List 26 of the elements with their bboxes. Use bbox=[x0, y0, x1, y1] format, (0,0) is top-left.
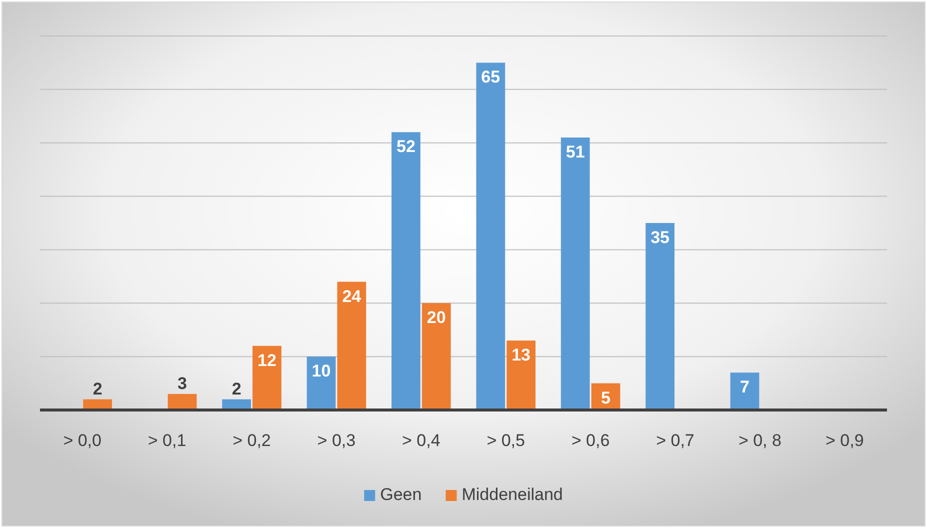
data-label: 12 bbox=[257, 350, 276, 370]
data-label: 7 bbox=[740, 378, 750, 397]
data-label: 65 bbox=[481, 68, 500, 87]
data-label: 2 bbox=[92, 379, 102, 398]
x-tick-label: > 0,7 bbox=[656, 431, 694, 450]
legend-label: Middeneiland bbox=[462, 485, 563, 504]
x-tick-label: > 0,2 bbox=[232, 431, 271, 450]
data-label: 20 bbox=[426, 308, 446, 328]
x-tick-label: > 0,1 bbox=[148, 431, 186, 450]
x-tick-label: > 0, 8 bbox=[738, 431, 782, 450]
data-label: 51 bbox=[566, 142, 585, 162]
data-label: 5 bbox=[601, 388, 610, 408]
x-tick-label: > 0,4 bbox=[402, 431, 440, 450]
data-label: 52 bbox=[396, 137, 416, 156]
data-label: 3 bbox=[178, 374, 187, 393]
legend-label: Geen bbox=[380, 485, 422, 504]
x-tick-label: > 0,6 bbox=[571, 431, 610, 450]
data-label: 35 bbox=[650, 228, 670, 247]
x-tick-label: > 0,3 bbox=[317, 431, 356, 450]
x-tick-label: > 0,0 bbox=[63, 431, 102, 450]
data-label: 13 bbox=[512, 346, 531, 365]
x-tick-label: > 0,5 bbox=[486, 431, 525, 450]
x-tick-label: > 0,9 bbox=[826, 431, 864, 450]
data-label: 24 bbox=[342, 286, 362, 306]
data-label: 10 bbox=[312, 362, 331, 381]
data-label: 2 bbox=[232, 379, 242, 398]
